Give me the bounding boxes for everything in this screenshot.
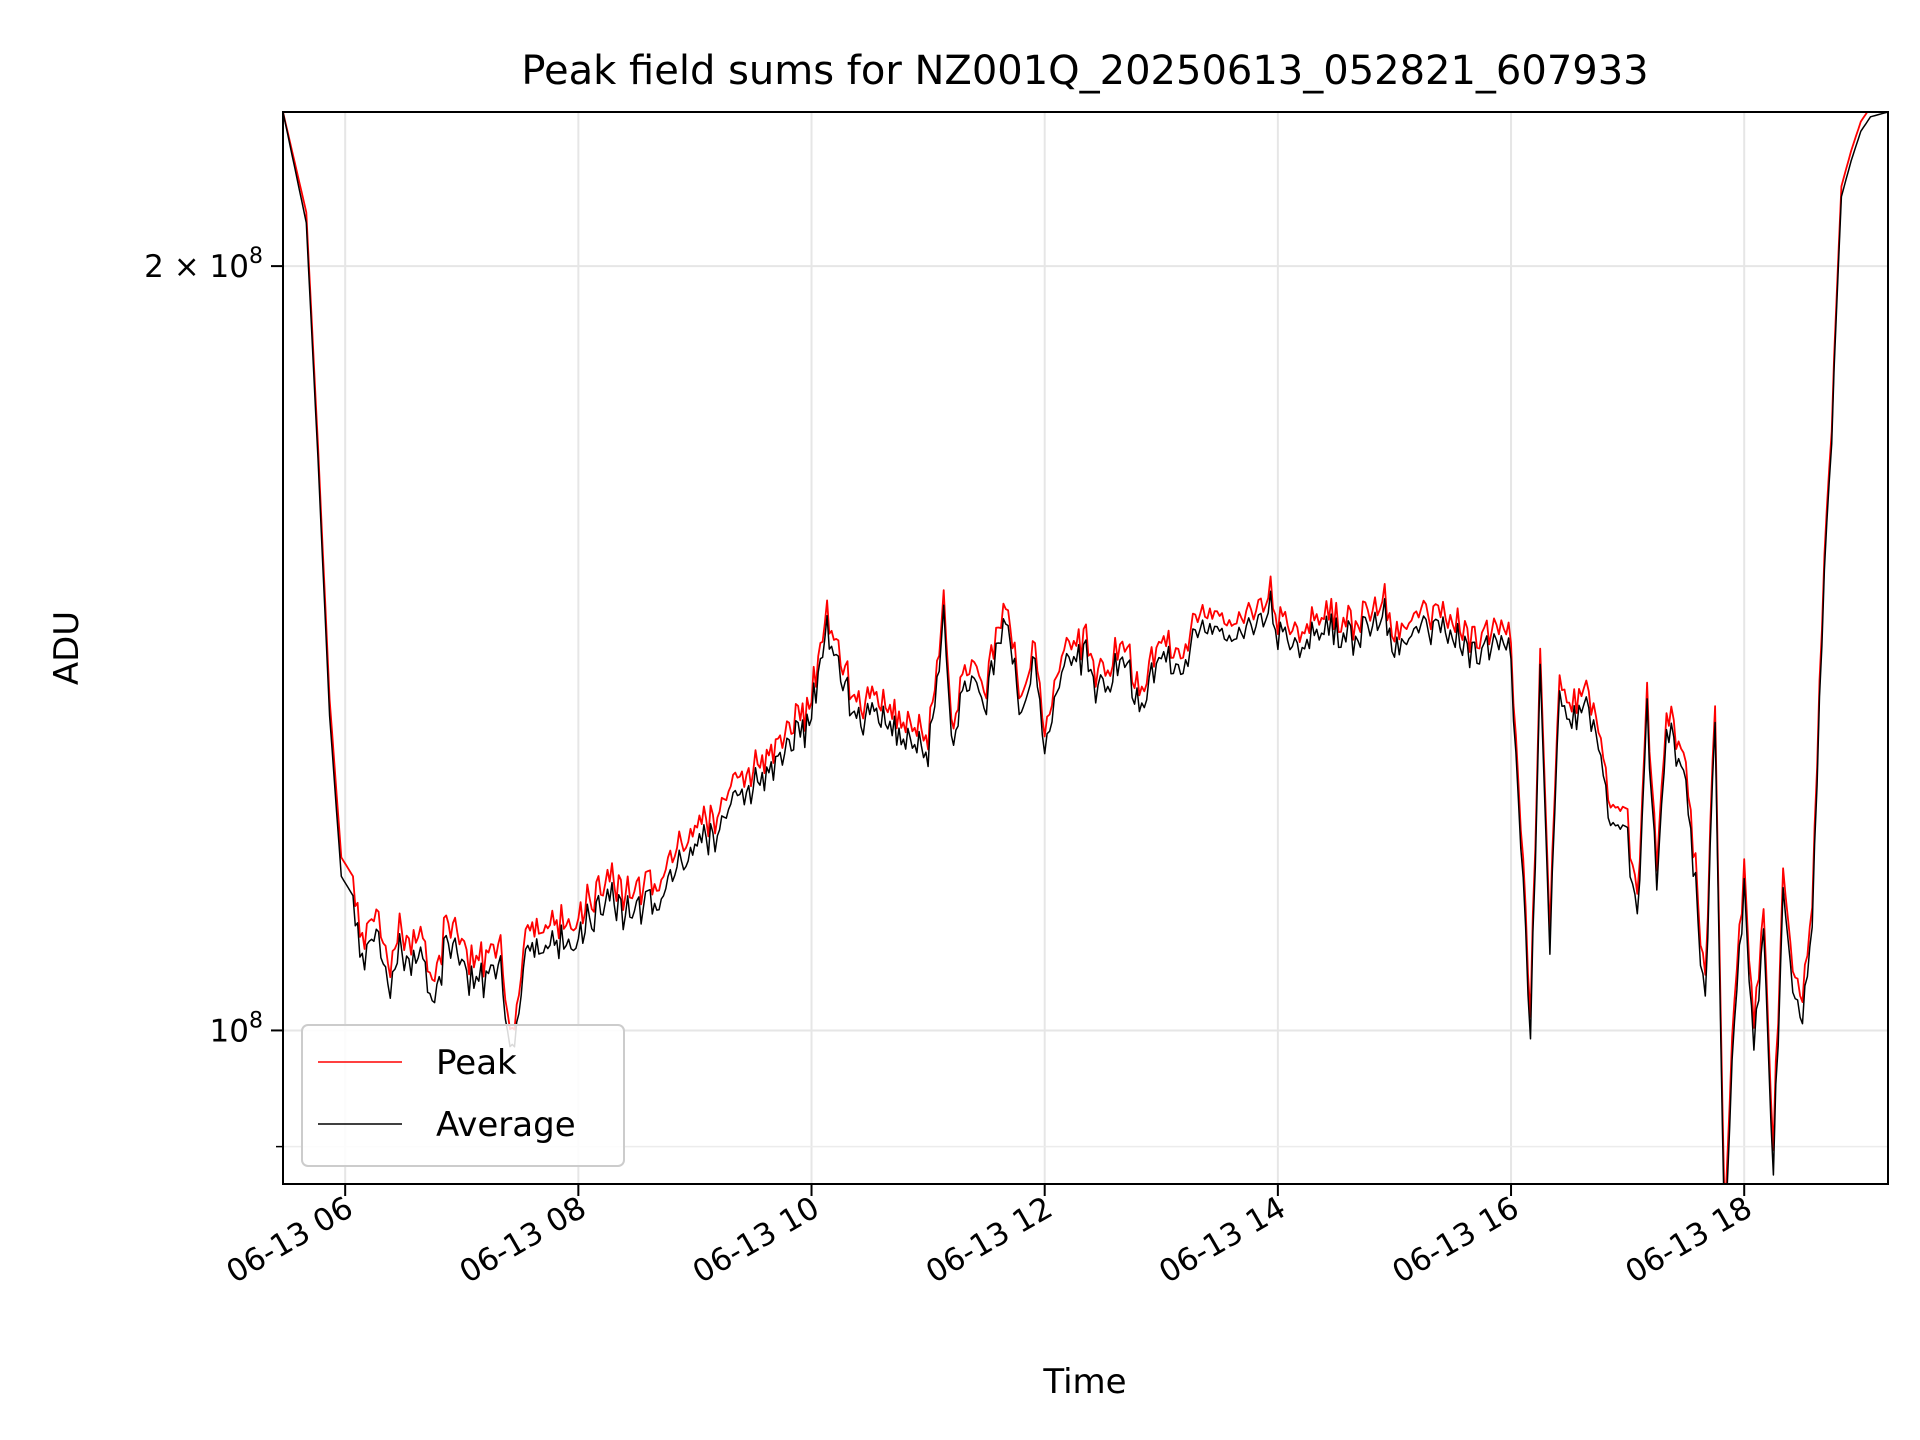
y-tick-label: 108: [210, 1008, 263, 1049]
y-axis-label: ADU: [47, 611, 87, 685]
plot-frame: [282, 111, 1889, 1185]
legend: Peak Average: [301, 1024, 625, 1167]
series-line-average: [283, 112, 1888, 1184]
legend-box: [301, 1024, 625, 1167]
legend-label-average: Average: [436, 1105, 576, 1145]
legend-label-peak: Peak: [436, 1043, 517, 1083]
series-line-peak: [283, 112, 1869, 1184]
x-axis-label: Time: [1042, 1362, 1126, 1402]
chart-title: Peak field sums for NZ001Q_20250613_0528…: [521, 48, 1648, 94]
plot-area: [283, 112, 1888, 1184]
series-lines: [283, 112, 1888, 1184]
y-tick-label: 2 × 108: [144, 244, 263, 285]
